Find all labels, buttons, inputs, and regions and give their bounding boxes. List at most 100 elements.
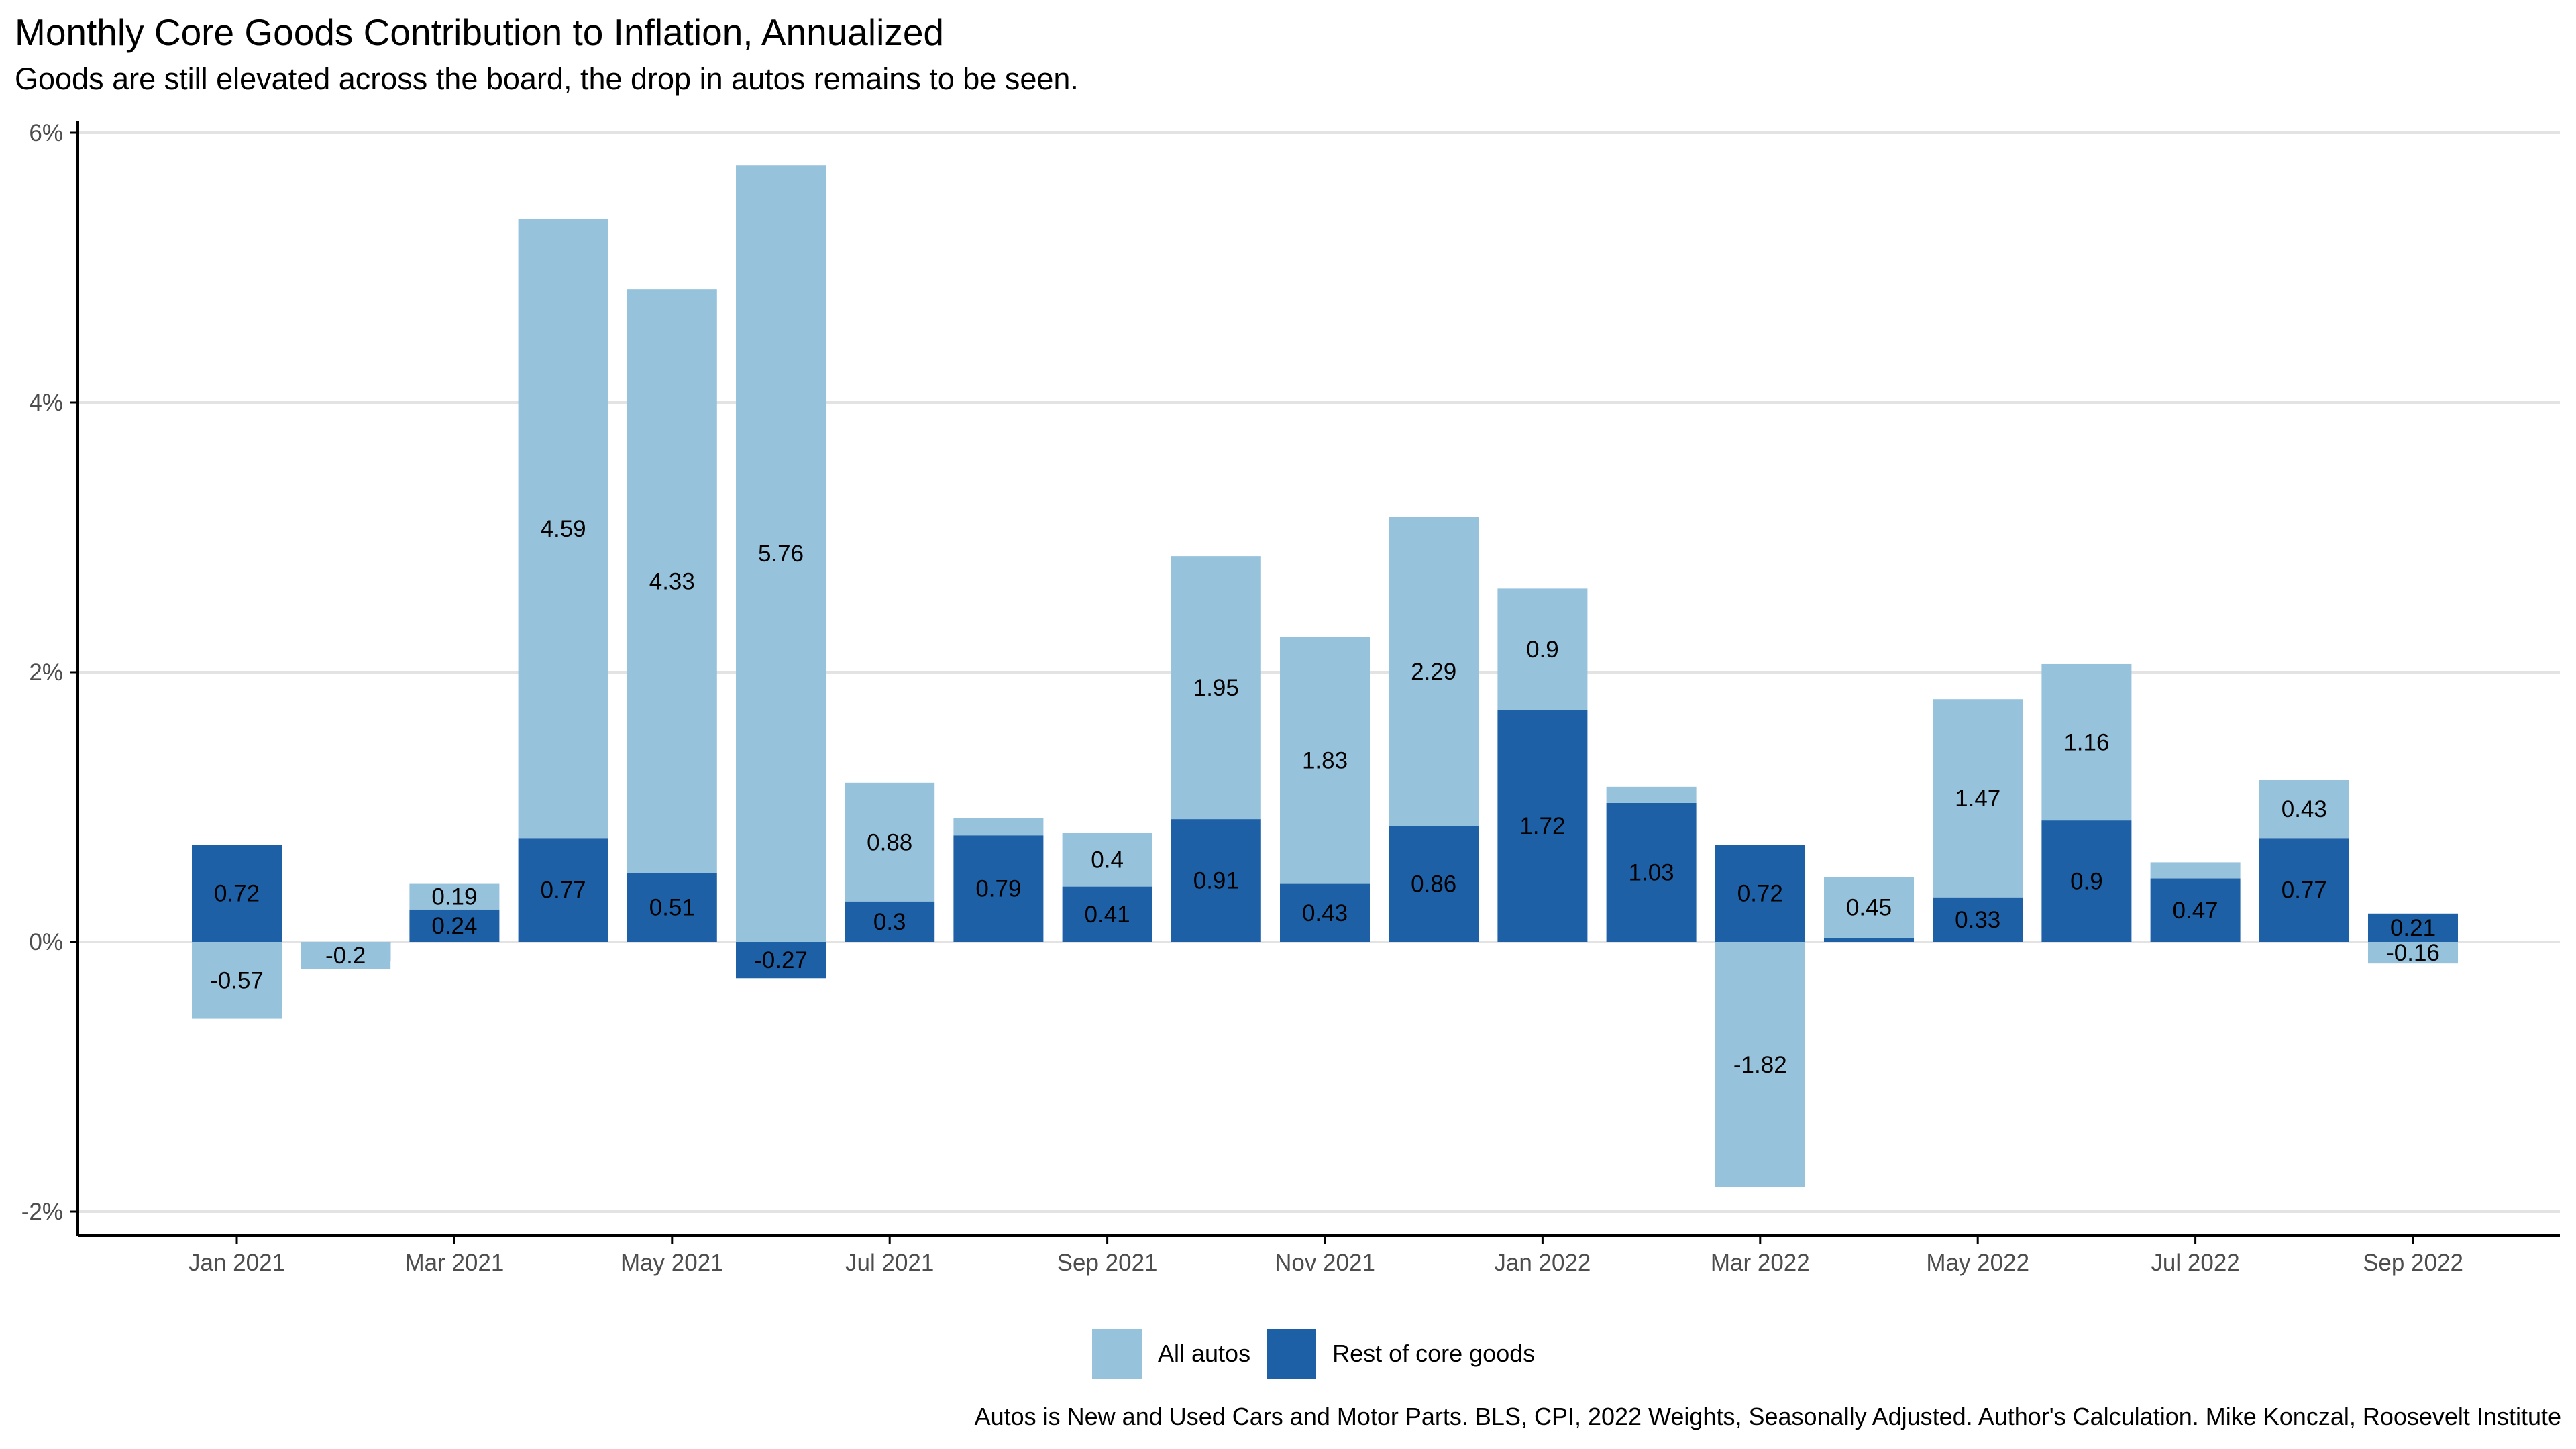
data-label-rest: 0.79 bbox=[975, 876, 1021, 902]
bar-all-autos bbox=[409, 883, 500, 910]
data-label-autos: 0.88 bbox=[867, 829, 912, 855]
data-label-rest: 0.77 bbox=[2282, 877, 2327, 904]
data-label-autos: 0.43 bbox=[2282, 796, 2327, 822]
data-label-autos: 0.4 bbox=[1091, 847, 1124, 873]
x-tick-label: May 2022 bbox=[1926, 1250, 2029, 1276]
data-label-autos: -0.57 bbox=[210, 967, 264, 994]
bar-all-autos bbox=[2259, 780, 2349, 839]
y-tick-label: 0% bbox=[29, 929, 63, 955]
data-label-autos: -1.82 bbox=[1733, 1052, 1787, 1078]
chart-caption: Autos is New and Used Cars and Motor Par… bbox=[974, 1403, 2561, 1430]
legend-item-rest: Rest of core goods bbox=[1267, 1329, 1535, 1379]
x-tick-label: Sep 2022 bbox=[2363, 1250, 2463, 1276]
data-label-autos: 0.45 bbox=[1846, 895, 1892, 921]
bar-rest-of-core-goods bbox=[2041, 820, 2132, 942]
data-label-autos: 1.16 bbox=[2063, 730, 2109, 756]
data-label-rest: 0.9 bbox=[2070, 869, 2103, 895]
bar-rest-of-core-goods bbox=[845, 901, 935, 942]
bar-all-autos bbox=[301, 942, 391, 969]
bar-all-autos bbox=[1933, 699, 2023, 898]
x-tick-label: Sep 2021 bbox=[1057, 1250, 1158, 1276]
bar-rest-of-core-goods bbox=[953, 835, 1044, 942]
data-label-rest: 1.03 bbox=[1629, 859, 1674, 885]
data-label-rest: 0.47 bbox=[2173, 898, 2218, 924]
bar-rest-of-core-goods bbox=[1497, 710, 1588, 942]
legend-label-autos: All autos bbox=[1158, 1340, 1251, 1367]
x-tick-label: Jan 2021 bbox=[189, 1250, 285, 1276]
data-label-rest: -0.27 bbox=[754, 947, 808, 973]
data-label-autos: 0.19 bbox=[431, 884, 477, 910]
bar-all-autos bbox=[1280, 637, 1370, 884]
legend-swatch-autos bbox=[1092, 1329, 1142, 1379]
legend: All autos Rest of core goods bbox=[1092, 1328, 1551, 1379]
legend-label-rest: Rest of core goods bbox=[1332, 1340, 1536, 1367]
x-tick-label: Jul 2021 bbox=[845, 1250, 934, 1276]
data-label-autos: 1.83 bbox=[1302, 748, 1348, 774]
bar-all-autos bbox=[1715, 942, 1805, 1187]
x-tick-label: Mar 2022 bbox=[1711, 1250, 1810, 1276]
data-label-rest: 0.43 bbox=[1302, 900, 1348, 926]
bar-all-autos bbox=[192, 942, 282, 1019]
data-label-rest: 0.72 bbox=[214, 881, 260, 907]
data-label-autos: -0.2 bbox=[325, 943, 366, 969]
bar-rest-of-core-goods bbox=[1824, 937, 1914, 942]
bar-rest-of-core-goods bbox=[2150, 878, 2241, 942]
bar-all-autos bbox=[1171, 556, 1261, 820]
y-tick-label: -2% bbox=[21, 1199, 63, 1225]
y-tick-label: 4% bbox=[29, 390, 63, 416]
data-label-autos: 4.33 bbox=[649, 568, 695, 594]
bar-rest-of-core-goods bbox=[2368, 913, 2458, 942]
bar-all-autos bbox=[1497, 588, 1588, 710]
bar-rest-of-core-goods bbox=[1389, 826, 1479, 942]
bar-rest-of-core-goods bbox=[1280, 883, 1370, 942]
bar-rest-of-core-goods bbox=[1933, 897, 2023, 942]
chart-title: Monthly Core Goods Contribution to Infla… bbox=[15, 11, 944, 53]
x-tick-label: Nov 2021 bbox=[1275, 1250, 1375, 1276]
data-label-rest: 0.77 bbox=[541, 877, 586, 904]
bar-rest-of-core-goods bbox=[192, 845, 282, 942]
y-tick-label: 2% bbox=[29, 659, 63, 686]
data-label-rest: 0.51 bbox=[649, 895, 695, 921]
bar-all-autos bbox=[2368, 942, 2458, 964]
bar-rest-of-core-goods bbox=[1062, 886, 1152, 942]
x-tick-label: Jul 2022 bbox=[2151, 1250, 2239, 1276]
x-tick-label: Mar 2021 bbox=[405, 1250, 504, 1276]
x-tick-label: Jan 2022 bbox=[1494, 1250, 1591, 1276]
data-label-rest: 0.33 bbox=[1955, 907, 2000, 933]
data-label-rest: 0.24 bbox=[431, 913, 477, 939]
bar-all-autos bbox=[1389, 517, 1479, 826]
data-label-autos: 1.95 bbox=[1193, 675, 1239, 701]
data-label-rest: 0.91 bbox=[1193, 868, 1239, 894]
bar-rest-of-core-goods bbox=[627, 873, 717, 942]
bar-all-autos bbox=[845, 782, 935, 902]
bar-rest-of-core-goods bbox=[409, 909, 500, 942]
bar-rest-of-core-goods bbox=[736, 942, 826, 979]
bar-all-autos bbox=[2041, 663, 2132, 821]
bar-all-autos bbox=[1606, 786, 1697, 803]
data-label-rest: 0.72 bbox=[1737, 881, 1783, 907]
chart-subtitle: Goods are still elevated across the boar… bbox=[15, 62, 1079, 96]
bar-rest-of-core-goods bbox=[1606, 802, 1697, 942]
data-label-rest: 0.21 bbox=[2390, 915, 2436, 941]
bar-all-autos bbox=[1824, 877, 1914, 938]
legend-item-autos: All autos bbox=[1092, 1329, 1250, 1379]
bar-all-autos bbox=[1062, 833, 1152, 887]
data-label-rest: 0.86 bbox=[1411, 871, 1456, 898]
bar-all-autos bbox=[518, 219, 608, 839]
data-label-rest: 1.72 bbox=[1519, 813, 1565, 839]
bar-all-autos bbox=[2150, 862, 2241, 879]
data-label-autos: 1.47 bbox=[1955, 786, 2000, 812]
y-tick-label: 6% bbox=[29, 120, 63, 146]
legend-swatch-rest bbox=[1267, 1329, 1317, 1379]
data-label-autos: 4.59 bbox=[541, 516, 586, 542]
bar-rest-of-core-goods bbox=[1171, 819, 1261, 942]
data-label-autos: 5.76 bbox=[758, 541, 804, 567]
bar-rest-of-core-goods bbox=[2259, 838, 2349, 942]
bar-all-autos bbox=[627, 289, 717, 873]
data-label-rest: 0.3 bbox=[873, 909, 906, 935]
data-label-autos: 2.29 bbox=[1411, 659, 1456, 685]
bar-all-autos bbox=[736, 165, 826, 943]
x-tick-label: May 2021 bbox=[621, 1250, 724, 1276]
bar-rest-of-core-goods bbox=[1715, 845, 1805, 942]
